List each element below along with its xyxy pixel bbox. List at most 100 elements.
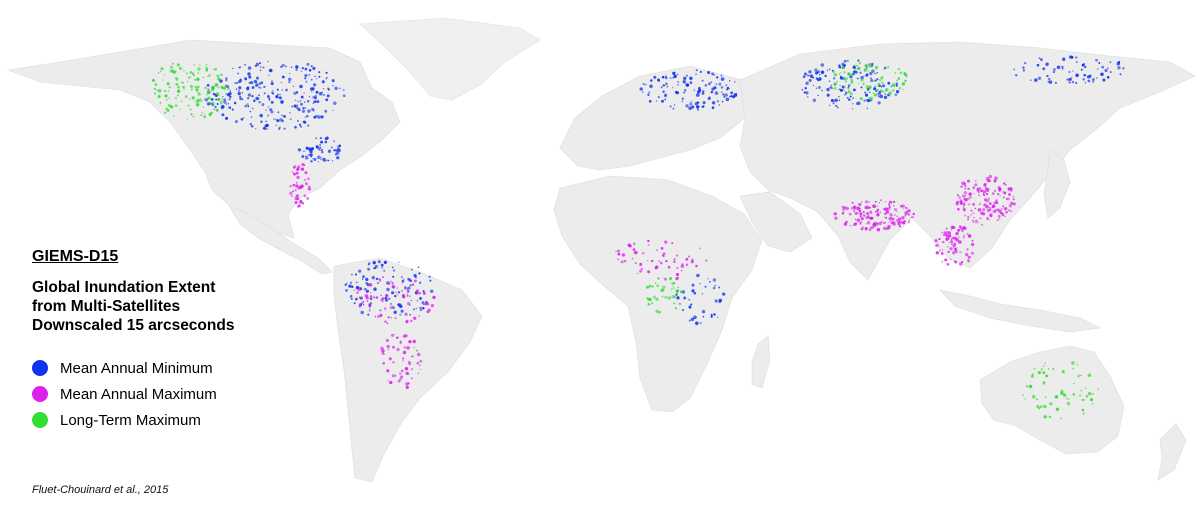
inundation-minimum-mark [236,82,238,84]
inundation-minimum-mark [307,124,310,127]
inundation-minimum-mark [714,284,717,287]
inundation-minimum-mark [711,101,716,105]
inundation-minimum-mark [264,124,268,128]
inundation-long_term-mark [859,97,863,101]
inundation-maximum-mark [295,194,299,198]
inundation-minimum-mark [684,89,687,92]
inundation-minimum-mark [392,306,395,310]
inundation-minimum-mark [869,91,871,93]
inundation-long_term-mark [162,79,164,81]
inundation-minimum-mark [239,95,242,98]
inundation-long_term-mark [667,296,672,300]
inundation-minimum-mark [710,90,714,94]
inundation-minimum-mark [295,68,298,72]
inundation-maximum-mark [864,227,868,231]
inundation-long_term-mark [877,88,879,91]
inundation-minimum-mark [304,73,308,78]
inundation-maximum-mark [849,224,852,227]
inundation-long_term-mark [197,72,200,74]
north-america-landmass [6,39,401,239]
inundation-minimum-mark [310,65,313,68]
inundation-minimum-mark [1034,78,1038,82]
inundation-minimum-mark [283,114,286,118]
inundation-minimum-mark [372,260,376,265]
inundation-minimum-mark [306,115,309,118]
inundation-long_term-mark [872,79,875,83]
inundation-minimum-mark [702,90,705,93]
inundation-minimum-mark [712,286,716,290]
inundation-minimum-mark [391,266,394,269]
inundation-maximum-mark [412,339,417,344]
inundation-maximum-mark [906,210,908,212]
inundation-maximum-mark [950,240,954,244]
inundation-maximum-mark [1004,183,1007,186]
inundation-minimum-mark [233,101,237,105]
inundation-minimum-mark [801,88,804,91]
inundation-maximum-mark [953,260,956,263]
inundation-minimum-mark [821,90,823,92]
inundation-minimum-mark [327,88,331,91]
inundation-minimum-mark [419,296,422,300]
inundation-long_term-mark [191,96,195,100]
inundation-minimum-mark [304,107,307,109]
inundation-maximum-mark [970,213,972,216]
inundation-maximum-mark [375,296,379,299]
inundation-maximum-mark [859,222,862,225]
inundation-minimum-mark [307,109,311,113]
inundation-maximum-mark [1004,207,1008,211]
inundation-maximum-mark [908,219,910,222]
inundation-minimum-mark [864,91,867,94]
inundation-long_term-mark [160,67,164,71]
inundation-long_term-mark [850,78,854,82]
legend: GIEMS-D15 Global Inundation Extent from … [32,248,292,433]
inundation-maximum-mark [427,303,430,306]
inundation-minimum-mark [819,74,821,76]
inundation-minimum-mark [879,94,884,99]
inundation-minimum-mark [866,107,869,110]
inundation-long_term-mark [839,84,842,87]
inundation-maximum-mark [704,259,708,262]
inundation-long_term-mark [215,83,219,87]
inundation-maximum-mark [867,215,870,218]
inundation-long_term-mark [210,88,214,92]
inundation-maximum-mark [942,240,945,244]
inundation-maximum-mark [897,221,899,223]
inundation-maximum-mark [983,183,987,187]
inundation-minimum-mark [884,93,887,95]
inundation-maximum-mark [968,203,971,206]
inundation-minimum-mark [333,140,336,143]
inundation-minimum-mark [235,88,238,90]
inundation-minimum-mark [1036,63,1040,67]
inundation-minimum-mark [270,82,274,86]
inundation-maximum-mark [388,282,391,285]
inundation-long_term-mark [205,69,208,72]
inundation-long_term-mark [190,113,193,116]
inundation-minimum-mark [718,82,722,86]
inundation-minimum-mark [816,71,819,74]
inundation-minimum-mark [313,83,317,87]
inundation-maximum-mark [970,242,975,247]
inundation-long_term-mark [208,101,212,105]
inundation-minimum-mark [1106,75,1110,79]
inundation-long_term-mark [857,66,861,71]
inundation-minimum-mark [336,156,340,160]
inundation-minimum-mark [856,101,860,106]
inundation-minimum-mark [324,109,328,113]
inundation-maximum-mark [967,218,970,221]
inundation-long_term-mark [880,76,884,80]
inundation-maximum-mark [896,215,898,217]
inundation-long_term-mark [891,83,896,87]
inundation-maximum-mark [408,362,412,366]
inundation-long_term-mark [194,85,197,88]
inundation-long_term-mark [646,285,650,289]
inundation-long_term-mark [673,302,676,305]
inundation-maximum-mark [304,178,307,181]
inundation-minimum-mark [328,149,331,152]
legend-label-long-term: Long-Term Maximum [60,411,201,429]
inundation-minimum-mark [730,95,733,98]
inundation-maximum-mark [299,185,303,189]
inundation-minimum-mark [1066,78,1069,81]
inundation-maximum-mark [396,287,399,289]
inundation-minimum-mark [419,306,422,310]
inundation-long_term-mark [168,86,171,89]
